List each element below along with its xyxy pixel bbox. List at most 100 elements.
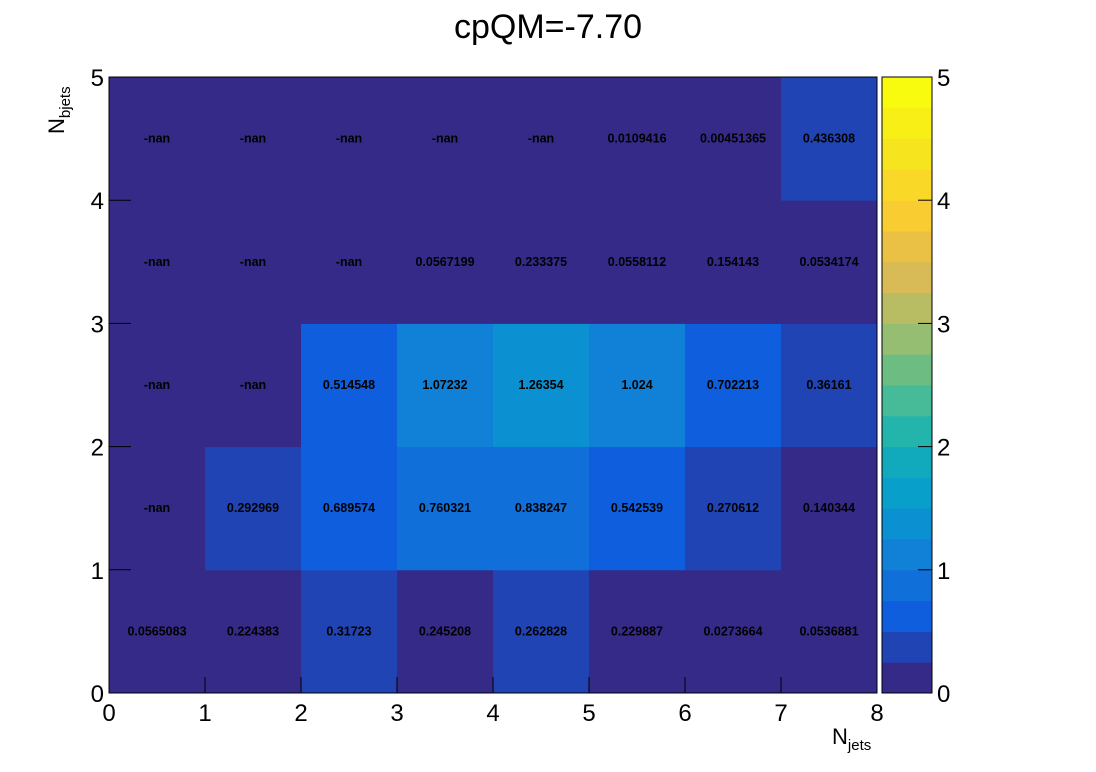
color-palette-band xyxy=(882,107,932,140)
heatmap-cell-label: 0.0567199 xyxy=(415,255,474,269)
x-axis-label-sub: jets xyxy=(847,737,871,754)
color-palette-band xyxy=(882,539,932,571)
heatmap-cell xyxy=(109,569,206,694)
heatmap-cell-label: 1.024 xyxy=(621,378,652,392)
heatmap-cell-label: 0.0536881 xyxy=(799,624,858,638)
heatmap-cell xyxy=(301,446,398,571)
x-tick-label: 5 xyxy=(582,700,595,727)
heatmap-cell-label: 1.07232 xyxy=(422,378,467,392)
heatmap-cell-label: 0.514548 xyxy=(323,378,375,392)
heatmap-cell-label: -nan xyxy=(336,132,362,146)
heatmap-cell xyxy=(781,569,878,694)
heatmap-cell xyxy=(109,77,206,201)
heatmap-cell-label: 1.26354 xyxy=(518,378,563,392)
x-axis-ticks: 0 1 2 3 4 5 6 7 8 xyxy=(102,677,884,727)
heatmap-cell-label: -nan xyxy=(240,255,266,269)
x-tick-label: 7 xyxy=(774,700,787,727)
heatmap-cell-label: 0.838247 xyxy=(515,501,567,515)
color-palette-band xyxy=(882,569,932,602)
heatmap-cell-label: -nan xyxy=(144,501,170,515)
heatmap-cell xyxy=(205,77,302,201)
color-tick-label: 5 xyxy=(937,65,950,92)
heatmap-cell xyxy=(109,323,206,448)
heatmap-cell xyxy=(685,323,782,448)
heatmap-cell xyxy=(589,569,686,694)
heatmap-cell-label: 0.0534174 xyxy=(799,255,858,269)
x-tick-label: 8 xyxy=(870,700,883,727)
heatmap-cell-label: 0.31723 xyxy=(326,624,371,638)
heatmap-cell-label: 0.229887 xyxy=(611,624,663,638)
heatmap-cell-label: 0.154143 xyxy=(707,255,759,269)
color-palette-band xyxy=(882,385,932,417)
heatmap-cell xyxy=(493,323,590,448)
heatmap-cell xyxy=(397,77,494,201)
y-axis-label-main: N xyxy=(44,118,69,134)
heatmap-cell-label: -nan xyxy=(144,255,170,269)
heatmap-cell xyxy=(109,200,206,324)
color-palette-band xyxy=(882,200,932,232)
heatmap-cell-label: 0.224383 xyxy=(227,624,279,638)
heatmap-cell xyxy=(205,200,302,324)
heatmap-cell xyxy=(397,446,494,571)
color-palette-band xyxy=(882,292,932,324)
chart-title: cpQM=-7.70 xyxy=(454,8,642,46)
heatmap-cell-label: 0.00451365 xyxy=(700,132,766,146)
color-tick-label: 4 xyxy=(937,188,950,215)
heatmap-cell xyxy=(685,77,782,201)
color-palette-band xyxy=(882,261,932,294)
color-palette-band xyxy=(882,662,932,694)
heatmap-cell-label: 0.0565083 xyxy=(127,624,186,638)
heatmap-cell-label: 0.436308 xyxy=(803,132,855,146)
heatmap-cell xyxy=(781,200,878,324)
heatmap-cell-label: 0.760321 xyxy=(419,501,471,515)
heatmap-cell-label: 0.292969 xyxy=(227,501,279,515)
heatmap-cell-label: -nan xyxy=(528,132,554,146)
color-palette-frame xyxy=(881,76,933,694)
color-palette-band xyxy=(882,231,932,263)
color-palette-band xyxy=(882,323,932,355)
y-axis-ticks: 0 1 2 3 4 5 xyxy=(91,65,131,708)
heatmap-cell xyxy=(397,200,494,324)
y-axis-label: Nbjets xyxy=(44,86,74,134)
y-axis-label-sub: bjets xyxy=(57,86,74,118)
heatmap-cell-label: 0.233375 xyxy=(515,255,567,269)
heatmap-cell-labels: 0.0565083 0.224383 0.31723 0.245208 0.262828… xyxy=(127,132,858,639)
x-tick-label: 3 xyxy=(390,700,403,727)
heatmap-cell-label: 0.689574 xyxy=(323,501,375,515)
color-palette xyxy=(882,77,932,694)
heatmap-cell xyxy=(589,323,686,448)
x-tick-label: 1 xyxy=(198,700,211,727)
y-tick-label: 4 xyxy=(91,188,104,215)
color-palette-band xyxy=(882,138,932,170)
heatmap-cell xyxy=(781,323,878,448)
heatmap-cell-label: -nan xyxy=(336,255,362,269)
heatmap-cell xyxy=(301,77,398,201)
x-tick-label: 6 xyxy=(678,700,691,727)
heatmap-cell xyxy=(493,77,590,201)
heatmap-cell xyxy=(493,569,590,694)
heatmap-cell-label: 0.245208 xyxy=(419,624,471,638)
heatmap-cell-label: 0.542539 xyxy=(611,501,663,515)
heatmap-cell-label: 0.0558112 xyxy=(608,255,666,269)
heatmap-cell xyxy=(301,569,398,694)
color-palette-band xyxy=(882,354,932,386)
heatmap-cell xyxy=(493,200,590,324)
color-palette-band xyxy=(882,169,932,201)
heatmap-cell-label: -nan xyxy=(240,132,266,146)
heatmap-cell-label: 0.36161 xyxy=(806,378,851,392)
heatmap-cell xyxy=(781,446,878,571)
heatmap-cell xyxy=(109,446,206,571)
heatmap-cell-label: 0.0273664 xyxy=(703,624,762,638)
heatmap-cell xyxy=(493,446,590,571)
x-tick-label: 4 xyxy=(486,700,499,727)
heatmap-cell xyxy=(589,77,686,201)
heatmap-cell xyxy=(301,323,398,448)
heatmap-cell-label: 0.270612 xyxy=(707,501,759,515)
color-tick-label: 3 xyxy=(937,311,950,338)
heatmap-cell-label: -nan xyxy=(144,378,170,392)
color-tick-label: 1 xyxy=(937,558,950,585)
heatmap-cell xyxy=(589,200,686,324)
x-tick-label: 0 xyxy=(102,700,115,727)
heatmap-cell xyxy=(205,323,302,448)
